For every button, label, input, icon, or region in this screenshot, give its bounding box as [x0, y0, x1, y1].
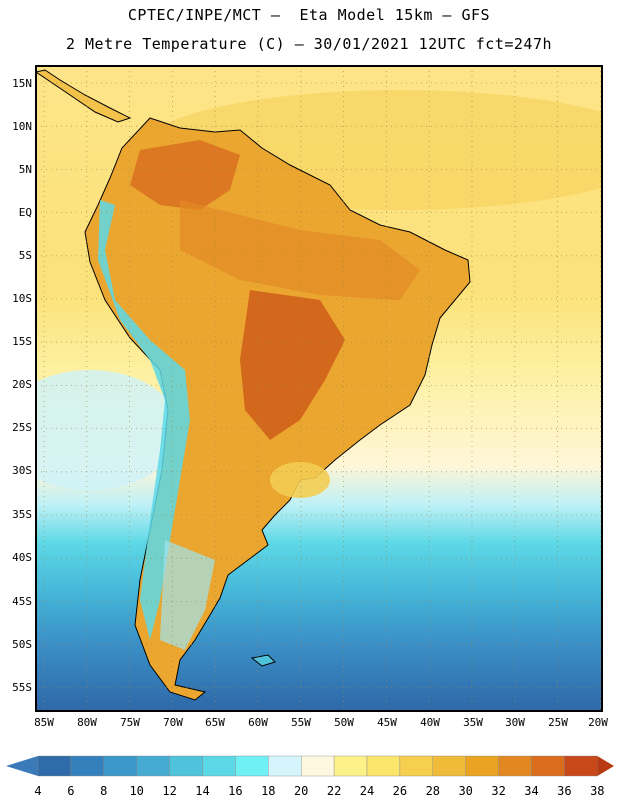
lon-label: 85W: [34, 716, 54, 729]
colorbar-swatch: [169, 755, 203, 777]
colorbar-low-arrow: [6, 756, 38, 776]
lon-label: 70W: [163, 716, 183, 729]
map-frame: [35, 65, 603, 712]
lon-label: 55W: [291, 716, 311, 729]
colorbar-label: 26: [392, 784, 408, 798]
colorbar-label: 4: [34, 784, 42, 798]
colorbar: [6, 755, 614, 777]
lat-label: 10N: [12, 120, 32, 133]
lon-label: 60W: [248, 716, 268, 729]
andes-cool-strip: [98, 200, 190, 640]
colorbar-swatch: [301, 755, 335, 777]
colorbar-swatch: [564, 755, 598, 777]
colorbar-label: 16: [228, 784, 243, 798]
hot-central-brazil: [240, 290, 345, 440]
colorbar-swatch: [399, 755, 433, 777]
colorbar-label: 10: [129, 784, 144, 798]
colorbar-swatch: [531, 755, 565, 777]
colorbar-high-arrow: [597, 756, 614, 776]
colorbar-label: 22: [326, 784, 342, 798]
lon-label: 75W: [120, 716, 140, 729]
lat-label: 55S: [12, 681, 32, 694]
colorbar-swatch: [268, 755, 302, 777]
lon-label: 35W: [463, 716, 483, 729]
lon-label: 80W: [77, 716, 97, 729]
title-line-2: 2 Metre Temperature (C) – 30/01/2021 12U…: [65, 35, 553, 53]
warm-amazon: [180, 200, 420, 300]
lon-label: 20W: [588, 716, 608, 729]
lat-label: 40S: [12, 551, 32, 564]
colorbar-swatch: [235, 755, 269, 777]
pacific-cool-patch: [36, 370, 180, 490]
lon-label: 65W: [205, 716, 225, 729]
lon-label: 50W: [334, 716, 354, 729]
colorbar-label: 36: [557, 784, 572, 798]
lat-label: 5S: [18, 249, 32, 262]
lat-label: 20S: [12, 378, 32, 391]
lat-label: 15S: [12, 335, 32, 348]
colorbar-swatch: [202, 755, 236, 777]
lon-label: 40W: [420, 716, 440, 729]
colorbar-label: 34: [524, 784, 539, 798]
south-brazil-moderate: [270, 462, 330, 498]
colorbar-label: 30: [458, 784, 473, 798]
colorbar-label: 32: [491, 784, 506, 798]
colorbar-label: 6: [67, 784, 75, 798]
lat-label: 5N: [18, 163, 32, 176]
colorbar-label: 28: [425, 784, 441, 798]
colorbar-label: 38: [590, 784, 605, 798]
colorbar-swatch: [103, 755, 137, 777]
lat-label: EQ: [18, 206, 32, 219]
hot-interior: [130, 140, 240, 210]
colorbar-label: 24: [359, 784, 375, 798]
lat-label: 30S: [12, 464, 32, 477]
lat-label: 25S: [12, 421, 32, 434]
lat-label: 15N: [12, 77, 32, 90]
colorbar-label: 20: [293, 784, 309, 798]
lat-label: 10S: [12, 292, 32, 305]
colorbar-swatch: [70, 755, 105, 777]
colorbar-swatch: [366, 755, 401, 777]
colorbar-label: 18: [261, 784, 276, 798]
colorbar-swatch: [465, 755, 499, 777]
lon-label: 45W: [377, 716, 397, 729]
colorbar-label: 12: [162, 784, 177, 798]
central-america-land: [36, 69, 132, 123]
lon-label: 30W: [505, 716, 525, 729]
patagonia-cool: [160, 540, 215, 650]
falkland-islands: [250, 654, 276, 667]
colorbar-swatch: [333, 755, 368, 777]
lon-label: 25W: [548, 716, 568, 729]
lat-label: 45S: [12, 595, 32, 608]
colorbar-swatch: [432, 755, 466, 777]
lat-label: 35S: [12, 508, 32, 521]
colorbar-label: 14: [195, 784, 210, 798]
colorbar-swatch: [498, 755, 532, 777]
colorbar-swatch: [37, 755, 72, 777]
lat-label: 50S: [12, 638, 32, 651]
title-line-1: CPTEC/INPE/MCT – Eta Model 15km – GFS: [127, 6, 491, 24]
colorbar-swatch: [136, 755, 170, 777]
colorbar-label: 8: [100, 784, 108, 798]
